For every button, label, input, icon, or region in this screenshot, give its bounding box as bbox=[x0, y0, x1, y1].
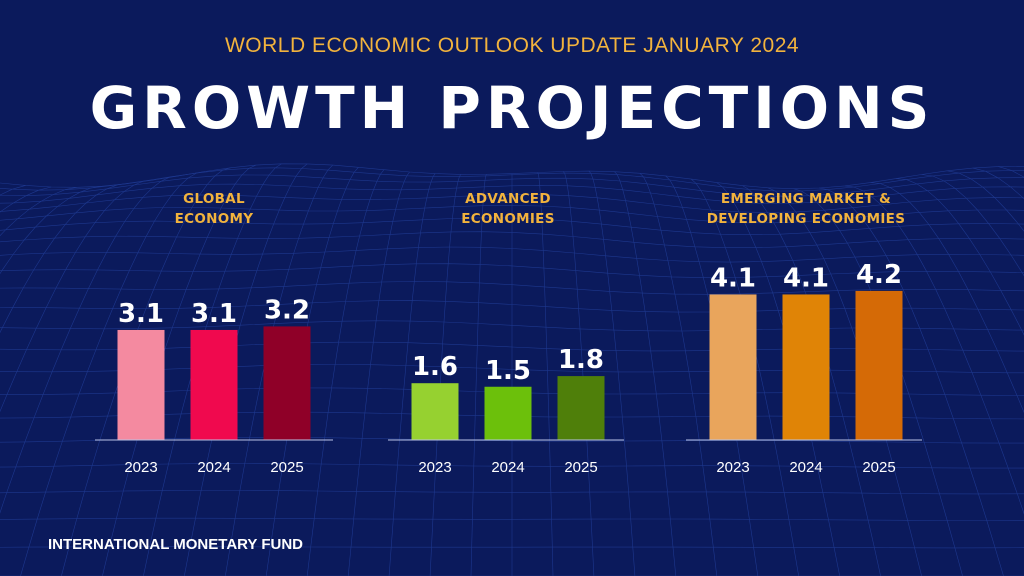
panel-title-line: ECONOMY bbox=[175, 211, 254, 227]
bar-value-label: 3.1 bbox=[118, 299, 164, 329]
footer-source: INTERNATIONAL MONETARY FUND bbox=[48, 536, 303, 553]
panel-title-line: DEVELOPING ECONOMIES bbox=[707, 211, 905, 227]
bar-2025 bbox=[855, 290, 903, 440]
bar-value-label: 1.8 bbox=[558, 345, 604, 375]
bar-value-label: 4.1 bbox=[783, 263, 829, 293]
chart-panel-1: GLOBAL ECONOMY 3.1 2023 3.1 2024 3.2 2025 bbox=[95, 191, 333, 476]
bar-value-label: 1.6 bbox=[412, 352, 458, 382]
bar-value-label: 4.2 bbox=[856, 260, 902, 290]
subtitle: WORLD ECONOMIC OUTLOOK UPDATE JANUARY 20… bbox=[224, 34, 800, 57]
bar-2023 bbox=[411, 383, 459, 440]
x-tick-label: 2023 bbox=[124, 459, 157, 476]
mesh-lines bbox=[0, 163, 1024, 576]
chart-panel-3: EMERGING MARKET & DEVELOPING ECONOMIES 4.1… bbox=[686, 191, 922, 476]
x-tick-label: 2025 bbox=[270, 459, 303, 476]
bar-2023 bbox=[117, 329, 165, 440]
page-title: GROWTH PROJECTIONS bbox=[89, 74, 935, 142]
bar-2024 bbox=[782, 294, 830, 440]
x-tick-label: 2025 bbox=[564, 459, 597, 476]
x-tick-label: 2024 bbox=[197, 459, 230, 476]
bar-2024 bbox=[190, 329, 238, 440]
bar-value-label: 3.2 bbox=[264, 295, 310, 325]
bar-2023 bbox=[709, 294, 757, 440]
x-tick-label: 2025 bbox=[862, 459, 895, 476]
bar-value-label: 3.1 bbox=[191, 299, 237, 329]
panel-title-line: ADVANCED bbox=[465, 191, 551, 207]
bar-2024 bbox=[484, 386, 532, 440]
panel-title-line: EMERGING MARKET & bbox=[721, 191, 891, 207]
chart-panel-2: ADVANCED ECONOMIES 1.6 2023 1.5 2024 1.8 2025 bbox=[388, 191, 624, 476]
bar-2025 bbox=[263, 326, 311, 440]
x-tick-label: 2023 bbox=[418, 459, 451, 476]
x-tick-label: 2024 bbox=[789, 459, 822, 476]
bar-value-label: 1.5 bbox=[485, 356, 531, 386]
bar-2025 bbox=[557, 376, 605, 440]
bar-value-label: 4.1 bbox=[710, 263, 756, 293]
x-tick-label: 2023 bbox=[716, 459, 749, 476]
x-tick-label: 2024 bbox=[491, 459, 524, 476]
panel-title-line: GLOBAL bbox=[183, 191, 245, 207]
panel-title-line: ECONOMIES bbox=[461, 211, 554, 227]
